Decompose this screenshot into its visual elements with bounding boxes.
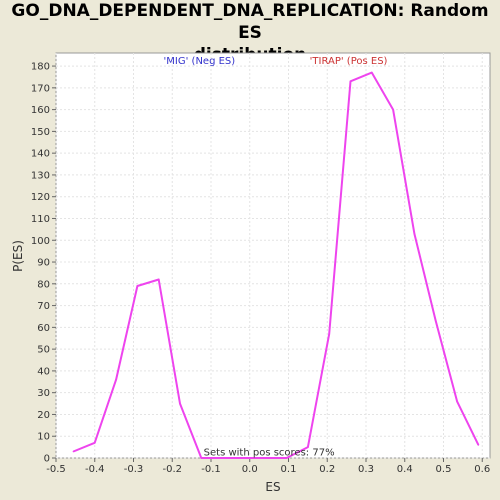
x-tick-label: -0.4 (85, 464, 105, 475)
annotation-label: 'MIG' (Neg ES) (164, 56, 236, 67)
y-tick-label: 160 (31, 105, 50, 116)
x-tick-label: -0.2 (162, 464, 182, 475)
x-axis: -0.5 -0.4 -0.3 -0.2 -0.1 0.0 0.1 0.2 0.3 0.4 0.5 0.… (46, 458, 490, 475)
x-tick-label: 0.4 (397, 464, 413, 475)
grid-lines (55, 53, 490, 459)
y-tick-label: 140 (31, 149, 50, 160)
plot-area (55, 52, 491, 459)
es-data-point (200, 457, 203, 459)
y-tick-label: 10 (37, 432, 50, 443)
es-data-point (328, 333, 330, 335)
es-data-point (456, 400, 458, 403)
annotation-label: 'TIRAP' (Pos ES) (310, 56, 388, 67)
es-data-point (307, 446, 309, 448)
es-data-point (392, 108, 394, 111)
y-tick-label: 100 (31, 236, 50, 247)
y-tick-label: 120 (31, 192, 50, 203)
x-axis-label: ES (265, 480, 280, 494)
y-tick-label: 130 (31, 170, 50, 181)
x-tick-label: 0.3 (358, 464, 374, 475)
x-tick-label: -0.5 (46, 464, 66, 475)
es-data-point (221, 457, 224, 459)
y-tick-label: 0 (44, 454, 50, 465)
series-layer (72, 71, 480, 459)
es-data-point (264, 457, 267, 459)
x-tick-label: 0.2 (319, 464, 335, 475)
es-data-point (285, 457, 288, 459)
y-tick-label: 80 (37, 279, 50, 290)
x-tick-label: -0.1 (201, 464, 221, 475)
es-data-point (179, 402, 181, 405)
y-tick-label: 90 (37, 258, 50, 269)
es-data-point (243, 457, 245, 459)
y-tick-label: 60 (37, 323, 50, 334)
chart-title-line-1: GO_DNA_DEPENDENT_DNA_REPLICATION: Random… (11, 1, 489, 43)
x-tick-label: -0.3 (124, 464, 144, 475)
es-data-point (72, 450, 75, 453)
es-series-line (73, 71, 480, 459)
y-tick-label: 50 (37, 345, 50, 356)
y-tick-label: 30 (37, 388, 50, 399)
es-data-point (349, 80, 352, 83)
es-data-point (477, 444, 480, 446)
y-tick-label: 70 (37, 301, 50, 312)
es-data-point (93, 441, 96, 444)
y-tick-label: 20 (37, 410, 50, 421)
es-data-point (115, 378, 117, 381)
annotations: 'MIG' (Neg ES) 'TIRAP' (Pos ES) Sets with … (164, 56, 388, 458)
y-tick-label: 170 (31, 83, 50, 94)
es-data-point (413, 232, 416, 235)
y-tick-label: 110 (31, 214, 50, 225)
annotation-label: Sets with pos scores: 77% (204, 447, 335, 458)
y-tick-label: 180 (31, 62, 50, 73)
y-axis: 0 10 20 30 40 50 60 70 80 90 100 110 120 130 140 150 160… (31, 62, 56, 465)
es-data-point (136, 285, 139, 287)
y-tick-label: 40 (37, 366, 50, 377)
y-axis-label: P(ES) (11, 240, 25, 272)
es-data-point (434, 320, 437, 322)
es-data-point (157, 278, 160, 281)
es-data-point (371, 71, 373, 74)
x-tick-label: 0.6 (474, 464, 490, 475)
y-tick-label: 150 (31, 127, 50, 138)
x-tick-label: 0.5 (436, 464, 452, 475)
x-tick-label: 0.0 (242, 464, 258, 475)
x-tick-label: 0.1 (281, 464, 297, 475)
